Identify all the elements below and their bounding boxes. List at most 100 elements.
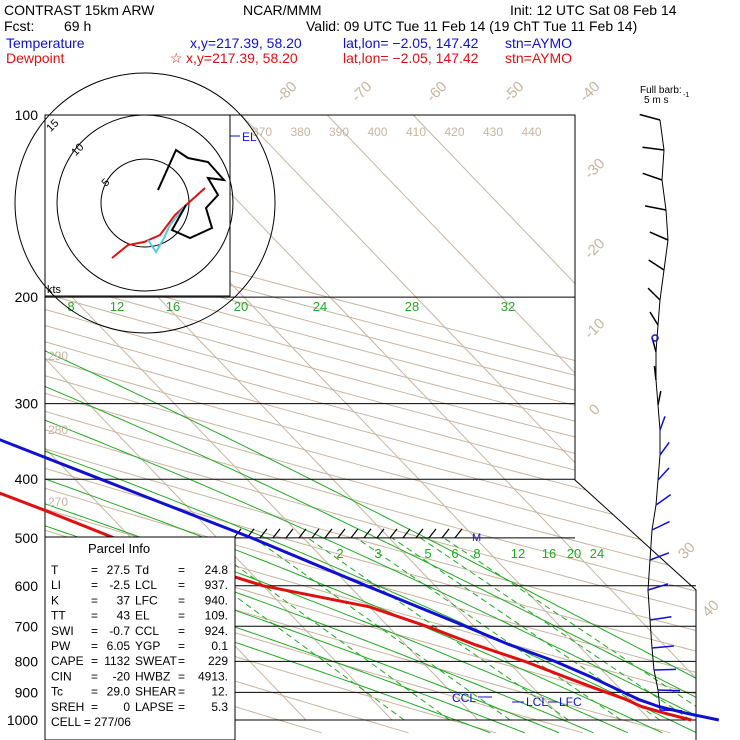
- hatch-tick: [441, 528, 450, 539]
- wind-barb: [649, 231, 669, 241]
- dry-adiabat-line: [45, 115, 696, 734]
- dry-adiabat-line: [45, 115, 696, 734]
- dry-adiabat-line: [45, 115, 696, 734]
- center-name: NCAR/MMM: [243, 2, 322, 18]
- parcel-equals: =: [178, 609, 185, 623]
- mixing-ratio-label-lower: 2: [336, 546, 343, 561]
- pressure-tick-label: 700: [15, 618, 39, 634]
- hodograph-units-label: kts: [47, 284, 62, 296]
- parcel-equals: =: [91, 609, 98, 623]
- wind-barb: [659, 416, 666, 431]
- pressure-tick-label: 1000: [7, 712, 38, 728]
- dry-adiabat-line: [45, 115, 696, 734]
- wind-barb: [651, 645, 674, 649]
- wind-barb: [644, 205, 667, 211]
- parcel-equals: =: [178, 685, 185, 699]
- isotherm-label: -80: [273, 78, 300, 105]
- mixing-ratio-label-upper: 16: [166, 299, 180, 314]
- hodograph-ring: [14, 72, 276, 334]
- wind-barb: [653, 668, 677, 671]
- theta-label: 430: [483, 125, 503, 139]
- parcel-param-name: LCL: [135, 578, 157, 592]
- parcel-param-value: 940.: [205, 593, 228, 607]
- barb-legend-exponent: -1: [683, 92, 690, 99]
- dewpoint-station: stn=AYMO: [505, 50, 573, 66]
- el-label: EL: [242, 130, 257, 144]
- isotherm-label: -60: [423, 78, 450, 105]
- parcel-param-value: 229: [208, 654, 228, 668]
- mixing-ratio-label-upper: 32: [501, 299, 515, 314]
- hatch-tick: [402, 528, 411, 539]
- mixing-ratio-label-lower: 12: [511, 546, 525, 561]
- wind-barb: [655, 493, 672, 506]
- init-time: Init: 12 UTC Sat 08 Feb 14: [510, 2, 677, 18]
- valid-time: Valid: 09 UTC Tue 11 Feb 14 (19 ChT Tue …: [306, 18, 638, 34]
- parcel-param-name: CCL: [135, 624, 159, 638]
- frame-outline: [45, 114, 697, 740]
- mixing-ratio-label-lower: 6: [451, 546, 458, 561]
- parcel-param-name: EL: [135, 609, 150, 623]
- mixing-ratio-label-lower: 16: [542, 546, 556, 561]
- theta-label: 380: [290, 125, 310, 139]
- parcel-param-name: HWBZ: [135, 669, 170, 683]
- pressure-tick-label: 400: [15, 471, 39, 487]
- dry-adiabat-line: [45, 115, 409, 734]
- parcel-equals: =: [178, 639, 185, 653]
- hatch-tick: [454, 528, 463, 539]
- theta-label: 410: [406, 125, 426, 139]
- wind-barb: [649, 552, 670, 561]
- lcl-label: LCL: [526, 695, 548, 709]
- temperature-station: stn=AYMO: [505, 35, 573, 51]
- parcel-param-value: 924.: [205, 624, 228, 638]
- parcel-param-value: 1132: [104, 654, 130, 668]
- parcel-equals: =: [178, 669, 185, 683]
- model-name: CONTRAST 15km ARW: [4, 2, 155, 18]
- pressure-tick-label: 600: [15, 578, 39, 594]
- isotherm-line: [45, 115, 393, 721]
- hodograph-upper-trace: [157, 148, 227, 240]
- mixing-ratio-line: [307, 537, 569, 721]
- mixing-ratio-line: [419, 537, 691, 721]
- wind-barbs: [639, 113, 683, 712]
- isotherm-label: 30: [675, 539, 699, 563]
- parcel-param-value: 0.1: [211, 639, 228, 653]
- parcel-equals: =: [91, 624, 98, 638]
- mixing-ratio-label-upper: 12: [110, 299, 124, 314]
- dry-adiabat-line: [45, 115, 696, 734]
- parcel-param-name: PW: [51, 639, 71, 653]
- mixing-ratio-label-lower: 3: [374, 546, 381, 561]
- parcel-param-name: CAPE: [51, 654, 84, 668]
- parcel-equals: =: [178, 700, 185, 714]
- parcel-equals: =: [91, 669, 98, 683]
- dry-adiabat-line: [45, 115, 696, 734]
- isotherm-line: [412, 115, 696, 721]
- parcel-info-panel: [44, 536, 236, 740]
- mixing-ratio-label-lower: 24: [590, 546, 604, 561]
- parcel-param-value: 37: [117, 593, 131, 607]
- hodograph-lowlevel-trace: [111, 187, 206, 259]
- parcel-param-name: TT: [51, 609, 66, 623]
- pressure-tick-label: 800: [15, 653, 39, 669]
- parcel-equals: =: [91, 563, 98, 577]
- mixing-ratio-label-lower: 5: [424, 546, 431, 561]
- hatch-tick: [337, 528, 346, 539]
- dry-adiabat-line: [45, 115, 696, 734]
- dry-adiabat-line: [45, 115, 696, 734]
- mixing-ratio-line: [253, 537, 511, 721]
- pressure-tick-label: 100: [15, 107, 39, 123]
- dry-adiabat-line: [45, 115, 496, 734]
- dry-adiabat-line: [45, 115, 696, 734]
- hatch-tick: [259, 528, 268, 539]
- parcel-param-name: SREH: [51, 700, 84, 714]
- parcel-equals: =: [178, 624, 185, 638]
- parcel-equals: =: [178, 593, 185, 607]
- temperature-xy: x,y=217.39, 58.20: [190, 35, 302, 51]
- wind-barb: [647, 583, 669, 591]
- isotherm-line: [45, 115, 479, 721]
- parcel-equals: =: [91, 654, 98, 668]
- mixing-ratio-label-upper: 28: [405, 299, 419, 314]
- dewpoint-xy: x,y=217.39, 58.20: [186, 50, 298, 66]
- parcel-param-value: 4913.: [198, 669, 228, 683]
